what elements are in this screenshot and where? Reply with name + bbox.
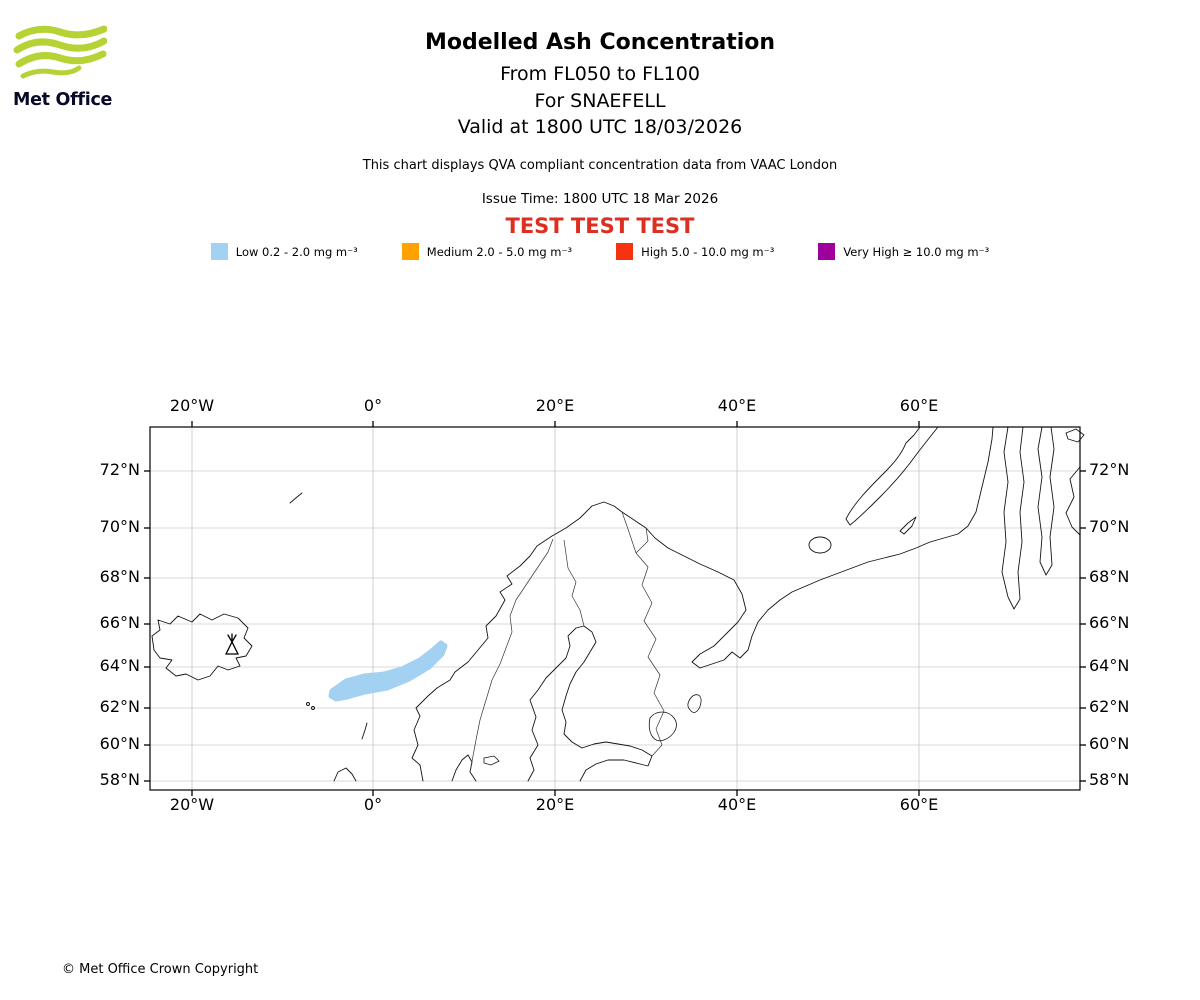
lon-tick-label-top: 20°W: [169, 396, 215, 415]
lon-tick-label-bottom: 0°: [363, 795, 383, 814]
coast-jan-mayen: [289, 492, 303, 504]
coast-baltic: [527, 625, 653, 782]
legend-swatch-high: [616, 243, 634, 260]
legend: Low 0.2 - 2.0 mg m⁻³ Medium 2.0 - 5.0 mg …: [0, 243, 1200, 260]
map-border: [149, 426, 1081, 791]
border-sweden-finland: [563, 539, 585, 627]
coast-iceland: [151, 613, 253, 681]
lon-tick-label-top: 40°E: [717, 396, 757, 415]
lat-tick-label-right: 64°N: [1089, 656, 1130, 675]
lat-tick-label-right: 58°N: [1089, 770, 1130, 789]
coast-scandinavia-arctic: [411, 426, 994, 782]
coast-novaya-zemlya: [845, 426, 939, 526]
lon-tick-label-bottom: 20°E: [535, 795, 575, 814]
border-norway-russia: [635, 527, 649, 554]
volcano-marker-icon: [224, 633, 240, 655]
lat-tick-label-right: 60°N: [1089, 734, 1130, 753]
lat-tick-label-right: 62°N: [1089, 697, 1130, 716]
legend-swatch-medium: [401, 243, 419, 260]
met-office-wordmark: Met Office: [13, 90, 113, 110]
coastlines: [151, 426, 1085, 782]
copyright-notice: © Met Office Crown Copyright: [62, 962, 259, 977]
legend-label-high: High 5.0 - 10.0 mg m⁻³: [641, 244, 775, 259]
lon-tick-label-bottom: 40°E: [717, 795, 757, 814]
coast-kara-right-edge: [1065, 466, 1081, 536]
legend-label-very-high: Very High ≥ 10.0 mg m⁻³: [843, 244, 990, 259]
lat-tick-label-right: 66°N: [1089, 613, 1130, 632]
subtitle-valid-time: Valid at 1800 UTC 18/03/2026: [457, 116, 743, 138]
lat-tick-label-left: 68°N: [99, 567, 140, 586]
lake-onega: [687, 694, 702, 713]
legend-item-very-high: Very High ≥ 10.0 mg m⁻³: [818, 243, 989, 260]
lat-tick-label-left: 72°N: [99, 460, 140, 479]
lon-tick-label-top: 60°E: [899, 396, 939, 415]
lat-tick-label-left: 70°N: [99, 517, 140, 536]
lake-vanern: [483, 755, 500, 766]
subtitle-volcano: For SNAEFELL: [534, 90, 666, 112]
page-title: Modelled Ash Concentration: [424, 30, 776, 55]
legend-swatch-low: [210, 243, 228, 260]
lat-tick-label-left: 64°N: [99, 656, 140, 675]
legend-item-medium: Medium 2.0 - 5.0 mg m⁻³: [401, 243, 573, 260]
axis-ticks: [144, 421, 1086, 796]
coast-shetland: [361, 722, 368, 740]
coast-faroe-1: [306, 702, 310, 706]
subtitle-flight-levels: From FL050 to FL100: [500, 63, 700, 85]
lat-tick-label-right: 68°N: [1089, 567, 1130, 586]
lat-tick-label-left: 60°N: [99, 734, 140, 753]
ash-plume-low: [328, 640, 448, 702]
legend-swatch-very-high: [818, 243, 836, 260]
lon-tick-label-bottom: 60°E: [899, 795, 939, 814]
lat-tick-label-right: 70°N: [1089, 517, 1130, 536]
legend-label-low: Low 0.2 - 2.0 mg m⁻³: [235, 244, 358, 259]
lat-tick-label-left: 58°N: [99, 770, 140, 789]
coast-island-top-right: [1065, 428, 1085, 443]
coast-faroe-2: [311, 706, 315, 710]
legend-item-high: High 5.0 - 10.0 mg m⁻³: [616, 243, 774, 260]
lat-tick-label-left: 66°N: [99, 613, 140, 632]
coast-vaygach: [899, 516, 917, 535]
issue-time: Issue Time: 1800 UTC 18 Mar 2026: [481, 191, 719, 207]
ash-layer: [328, 640, 448, 702]
lon-tick-label-top: 20°E: [535, 396, 575, 415]
test-banner: TEST TEST TEST: [505, 214, 695, 238]
coast-kolguyev: [808, 536, 832, 554]
border-norway-sweden: [469, 538, 554, 773]
country-borders: [469, 511, 665, 773]
coast-ob-estuary-2: [1037, 426, 1055, 576]
map-gridlines: [150, 427, 1080, 790]
lon-tick-label-bottom: 20°W: [169, 795, 215, 814]
lat-tick-label-right: 72°N: [1089, 460, 1130, 479]
lakes: [483, 694, 702, 766]
lon-tick-label-top: 0°: [363, 396, 383, 415]
coast-ob-estuary-1: [1001, 426, 1025, 610]
met-office-logo-icon: [13, 25, 107, 79]
legend-label-medium: Medium 2.0 - 5.0 mg m⁻³: [426, 244, 573, 259]
lat-tick-label-left: 62°N: [99, 697, 140, 716]
ash-concentration-map: [144, 421, 1086, 796]
legend-item-low: Low 0.2 - 2.0 mg m⁻³: [210, 243, 358, 260]
coast-scotland: [333, 767, 357, 782]
border-norway-finland: [621, 511, 637, 554]
chart-description: This chart displays QVA compliant concen…: [362, 158, 838, 173]
border-finland-russia: [635, 552, 665, 757]
lake-ladoga: [648, 711, 677, 742]
